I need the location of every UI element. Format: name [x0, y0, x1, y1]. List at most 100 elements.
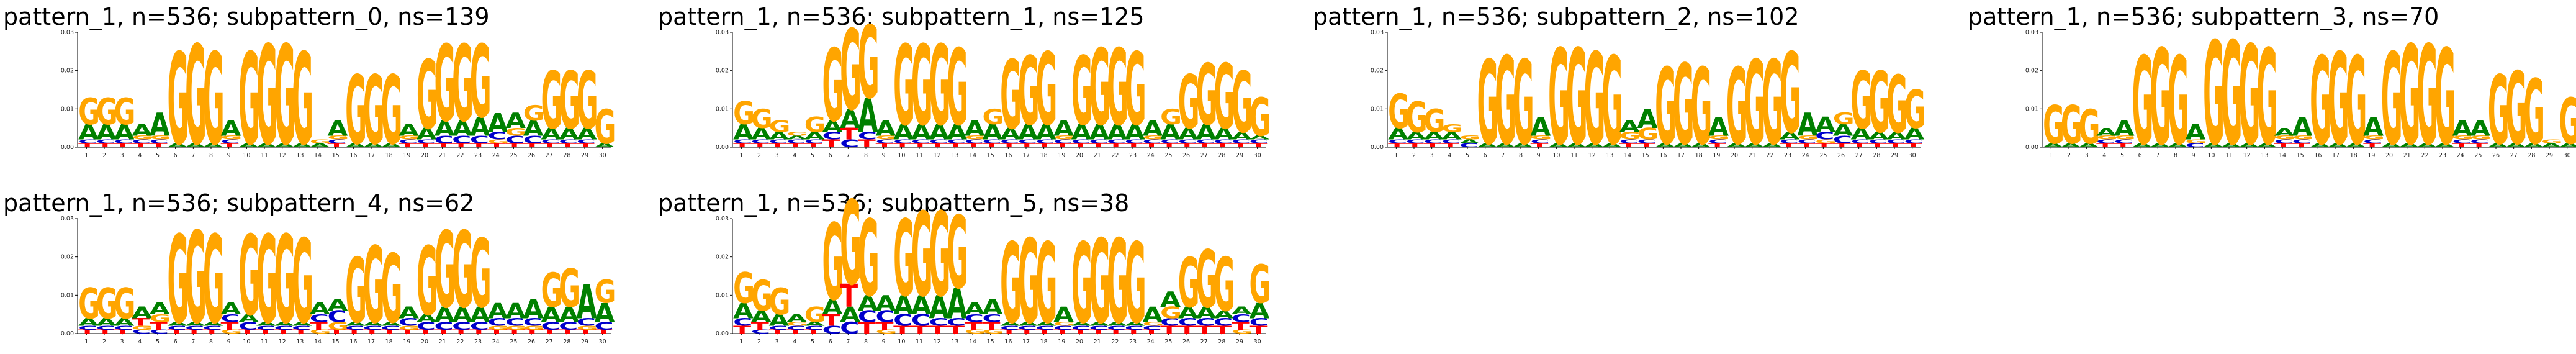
logo-letter-A: A	[1601, 143, 1622, 149]
y-tick-label: 0.00	[61, 330, 74, 337]
logo-letter-A: A	[1000, 321, 1020, 327]
logo-letter-A: A	[875, 291, 896, 316]
logo-letter-G: G	[1762, 37, 1783, 171]
logo-letter-A: A	[2488, 143, 2508, 149]
logo-letter-C: C	[150, 329, 169, 335]
logo-letter-A: A	[381, 143, 401, 149]
logo-letter-G: G	[1000, 41, 1022, 151]
x-tick-label: 4	[793, 338, 796, 345]
logo-letter-C: C	[1637, 138, 1656, 145]
logo-letter-G: G	[167, 211, 189, 352]
x-tick-label: 28	[2528, 152, 2535, 159]
x-tick-label: 16	[1004, 152, 1012, 159]
x-tick-label: 11	[261, 338, 268, 345]
panel-title: pattern_1, n=536; subpattern_1, ns=125	[658, 3, 1145, 30]
logo-letter-C: C	[2096, 138, 2115, 145]
logo-letter-T: T	[417, 329, 435, 335]
x-tick-label: 15	[1642, 152, 1649, 159]
logo-letter-A: A	[786, 135, 807, 141]
logo-letter-G: G	[577, 325, 598, 331]
x-tick-label: 8	[864, 338, 868, 345]
x-tick-label: 11	[261, 152, 268, 159]
x-tick-label: 29	[1236, 152, 1243, 159]
x-tick-label: 14	[969, 338, 976, 345]
logo-letter-A: A	[804, 321, 825, 327]
logo-letter-C: C	[1423, 138, 1443, 145]
logo-letter-C: C	[256, 325, 276, 331]
logo-letter-A: A	[982, 120, 1002, 145]
logo-letter-A: A	[2434, 143, 2455, 149]
logo-letter-T: T	[751, 143, 769, 149]
logo-letter-T: T	[96, 329, 114, 335]
logo-letter-C: C	[1160, 138, 1179, 145]
x-tick-label: 1	[84, 338, 88, 345]
logo-letter-A: A	[1655, 143, 1675, 149]
logo-letter-G: G	[1142, 135, 1164, 141]
logo-letter-G: G	[1708, 135, 1730, 141]
logo-letter-C: C	[132, 138, 151, 145]
logo-letter-A: A	[2310, 143, 2330, 149]
x-tick-label: 30	[1254, 338, 1261, 345]
logo-letter-A: A	[804, 130, 825, 142]
logo-letter-T: T	[965, 143, 983, 149]
logo-letter-T: T	[452, 143, 470, 149]
logo-letter-T: T	[911, 143, 929, 149]
logo-letter-C: C	[523, 316, 543, 329]
logo-letter-C: C	[875, 308, 894, 326]
logo-letter-T: T	[1142, 329, 1160, 335]
logo-letter-G: G	[2398, 17, 2420, 176]
x-tick-label: 12	[279, 338, 286, 345]
logo-letter-G: G	[559, 258, 580, 320]
x-tick-label: 1	[739, 338, 743, 345]
x-tick-label: 5	[811, 338, 814, 345]
logo-letter-T: T	[786, 329, 804, 335]
logo-letter-A: A	[1868, 130, 1889, 142]
logo-letter-T: T	[256, 329, 274, 335]
logo-letter-A: A	[1673, 143, 1693, 149]
logo-letter-A: A	[2043, 143, 2063, 149]
logo-letter-C: C	[1196, 316, 1215, 329]
x-tick-label: 2	[757, 152, 761, 159]
logo-letter-C: C	[911, 138, 930, 145]
logo-letter-G: G	[733, 96, 755, 132]
x-tick-label: 12	[934, 152, 941, 159]
logo-letter-G: G	[256, 211, 278, 352]
x-tick-label: 11	[1570, 152, 1578, 159]
logo-letter-G: G	[840, 7, 862, 135]
x-tick-label: 8	[2174, 152, 2177, 159]
logo-letter-A: A	[1708, 112, 1729, 142]
logo-letter-T: T	[203, 329, 221, 335]
logo-letter-G: G	[345, 57, 367, 166]
logo-letter-A: A	[875, 117, 896, 142]
logo-letter-A: A	[487, 107, 508, 138]
logo-letter-G: G	[1018, 215, 1040, 349]
logo-letter-C: C	[786, 138, 806, 145]
x-tick-label: 7	[1501, 152, 1505, 159]
x-tick-label: 6	[2138, 152, 2142, 159]
logo-letter-A: A	[2381, 143, 2402, 149]
logo-letter-G: G	[1601, 32, 1623, 173]
logo-letter-A: A	[733, 120, 754, 145]
logo-letter-C: C	[327, 308, 346, 326]
logo-letter-C: C	[132, 329, 151, 335]
logo-letter-G: G	[541, 56, 562, 147]
logo-letter-G: G	[238, 27, 260, 174]
logo-letter-A: A	[150, 301, 170, 319]
x-tick-label: 10	[1552, 152, 1560, 159]
x-tick-label: 21	[1094, 338, 1101, 345]
logo-letter-T: T	[804, 143, 822, 149]
x-tick-label: 24	[1802, 152, 1809, 159]
logo-letter-A: A	[452, 303, 472, 328]
logo-letter-T: T	[1850, 143, 1868, 149]
logo-letter-T: T	[1018, 329, 1036, 335]
logo-letter-C: C	[1833, 134, 1852, 146]
x-tick-label: 2	[2067, 152, 2071, 159]
logo-letter-G: G	[1548, 22, 1570, 174]
logo-letter-G: G	[1214, 243, 1235, 328]
logo-letter-C: C	[470, 320, 489, 332]
logo-letter-C: C	[2452, 138, 2471, 145]
logo-letter-T: T	[541, 329, 559, 335]
x-tick-label: 10	[2207, 152, 2215, 159]
x-tick-label: 25	[510, 152, 517, 159]
logo-letter-A: A	[434, 303, 454, 328]
